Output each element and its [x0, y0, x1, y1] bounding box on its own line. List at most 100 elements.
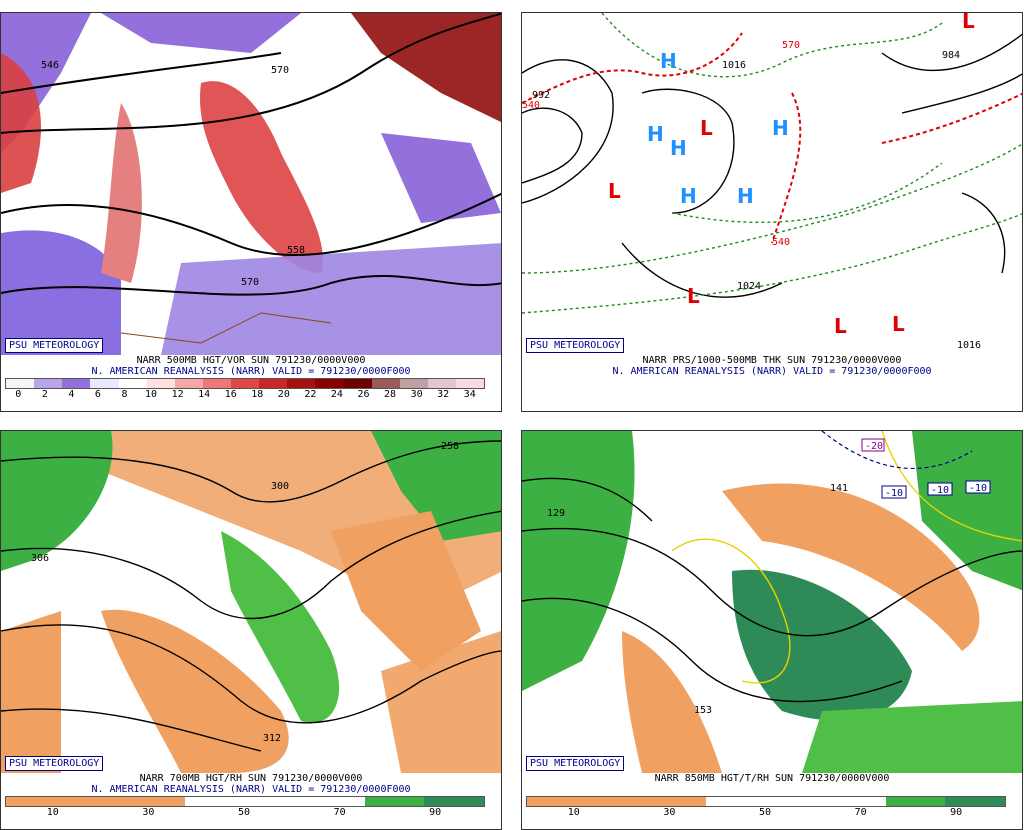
colorbar-ticks: 0 2 4 6 8 10 12 14 16 18 20 22 24 26 28 30 32 34: [5, 389, 483, 401]
svg-text:L: L: [608, 179, 621, 203]
colorbar-swatch: [34, 379, 63, 388]
caption-line1: NARR 500MB HGT/VOR SUN 791230/0000V000: [136, 355, 366, 366]
svg-text:H: H: [660, 49, 677, 73]
colorbar-swatch: [364, 797, 425, 806]
svg-text:L: L: [962, 13, 975, 33]
colorbar-swatch: [118, 379, 147, 388]
colorbar-swatch: [456, 379, 485, 388]
colorbar-tick: 70: [854, 807, 867, 818]
colorbar-tick: 70: [333, 807, 346, 818]
colorbar-swatch: [343, 379, 372, 388]
colorbar-swatch: [90, 379, 119, 388]
caption-line1: NARR PRS/1000-500MB THK SUN 791230/0000V…: [642, 355, 902, 366]
panel-500mb-hgt-vor: 546 570 558 570 PSU METEOROLOGY NARR 500…: [0, 12, 502, 412]
isobar-label: 1016: [957, 340, 981, 351]
psu-logo: PSU METEOROLOGY: [526, 756, 625, 771]
isobar-label: 984: [942, 50, 960, 61]
colorbar-tick: 12: [171, 389, 184, 400]
colorbar-tick: 4: [68, 389, 75, 400]
colorbar-swatch: [586, 797, 647, 806]
isobar-label: 992: [532, 90, 550, 101]
colorbar-tick: 34: [463, 389, 476, 400]
colorbar-tick: 0: [15, 389, 22, 400]
contour-label: 558: [287, 245, 305, 256]
contour-label: 312: [263, 733, 281, 744]
colorbar-swatch: [885, 797, 946, 806]
colorbar-tick: 50: [758, 807, 772, 818]
colorbar-swatch: [245, 797, 305, 806]
contour-label: 153: [694, 705, 712, 716]
psu-logo: PSU METEOROLOGY: [526, 338, 625, 353]
colorbar-tick: 30: [410, 389, 423, 400]
svg-text:H: H: [772, 116, 789, 140]
colorbar: [5, 378, 485, 389]
colorbar-swatch: [62, 379, 91, 388]
panel-850mb-hgt-t-rh: 129 141 153 -20 -10 -10 -10 PSU METEOROL…: [521, 430, 1023, 830]
contour-label: 129: [547, 508, 565, 519]
colorbar-tick: 14: [198, 389, 211, 400]
contour-label: 306: [31, 553, 49, 564]
colorbar-tick: 10: [145, 389, 158, 400]
colorbar-tick: 8: [121, 389, 128, 400]
colorbar-tick: 30: [142, 807, 155, 818]
colorbar-swatch: [825, 797, 886, 806]
colorbar-swatch: [304, 797, 365, 806]
rh-850mb-map: 129 141 153 -20 -10 -10 -10: [522, 431, 1022, 773]
colorbar-swatch: [6, 797, 66, 806]
psu-logo: PSU METEOROLOGY: [5, 756, 104, 771]
colorbar-tick: 32: [437, 389, 450, 400]
contour-label: 570: [241, 277, 259, 288]
colorbar-swatch: [65, 797, 126, 806]
vorticity-map: 546 570 558 570: [1, 13, 501, 355]
colorbar-swatch: [259, 379, 288, 388]
caption-line2: N. AMERICAN REANALYSIS (NARR) VALID = 79…: [91, 784, 411, 795]
contour-label: 546: [41, 60, 59, 71]
svg-text:H: H: [670, 136, 687, 160]
caption-line1: NARR 700MB HGT/RH SUN 791230/0000V000: [139, 773, 363, 784]
isotherm-label: -10: [885, 488, 903, 499]
colorbar-swatch: [646, 797, 707, 806]
panel-700mb-hgt-rh: 306 300 258 312 PSU METEOROLOGY NARR 700…: [0, 430, 502, 830]
svg-text:H: H: [680, 184, 697, 208]
caption-line2: N. AMERICAN REANALYSIS (NARR) VALID = 79…: [612, 366, 932, 377]
colorbar-tick: 6: [94, 389, 101, 400]
isotherm-label: -10: [931, 485, 949, 496]
colorbar-tick: 20: [277, 389, 290, 400]
psu-logo: PSU METEOROLOGY: [5, 338, 104, 353]
colorbar-tick: 22: [304, 389, 317, 400]
colorbar-tick: 10: [567, 807, 580, 818]
colorbar-tick: 18: [251, 389, 264, 400]
colorbar-swatch: [315, 379, 344, 388]
colorbar-swatch: [527, 797, 587, 806]
svg-text:L: L: [687, 284, 700, 308]
colorbar-swatch: [231, 379, 260, 388]
colorbar-ticks: 10 30 50 70 90: [5, 807, 483, 819]
panel-pressure-thickness: H H H H H H L L L L L L 992 1016 1024 10…: [521, 12, 1023, 412]
svg-text:L: L: [892, 312, 905, 336]
isotherm-label: -20: [865, 441, 883, 452]
colorbar: [526, 796, 1006, 807]
colorbar-swatch: [706, 797, 766, 806]
colorbar-tick: 2: [41, 389, 48, 400]
svg-text:L: L: [834, 314, 847, 338]
colorbar-ticks: 10 30 50 70 90: [526, 807, 1004, 819]
isobar-label: 1016: [722, 60, 746, 71]
colorbar-swatch: [174, 379, 203, 388]
colorbar-swatch: [399, 379, 428, 388]
colorbar-swatch: [371, 379, 400, 388]
isotherm-label: -10: [969, 483, 987, 494]
colorbar-tick: 90: [950, 807, 963, 818]
colorbar-swatch: [427, 379, 456, 388]
contour-label: 300: [271, 481, 289, 492]
colorbar-swatch: [202, 379, 231, 388]
colorbar-tick: 24: [330, 389, 343, 400]
colorbar-swatch: [125, 797, 186, 806]
colorbar-tick: 30: [663, 807, 676, 818]
thickness-label: 570: [782, 40, 800, 51]
colorbar-swatch: [287, 379, 316, 388]
contour-label: 570: [271, 65, 289, 76]
colorbar-tick: 10: [46, 807, 59, 818]
thickness-label: 540: [772, 237, 790, 248]
colorbar-tick: 26: [357, 389, 370, 400]
colorbar-tick: 90: [429, 807, 442, 818]
